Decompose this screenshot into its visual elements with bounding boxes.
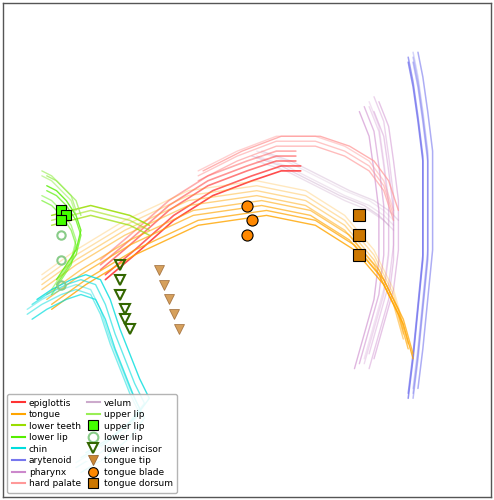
Legend: epiglottis, tongue, lower teeth, lower lip, chin, arytenoid, pharynx, hard palat: epiglottis, tongue, lower teeth, lower l… bbox=[7, 394, 177, 492]
